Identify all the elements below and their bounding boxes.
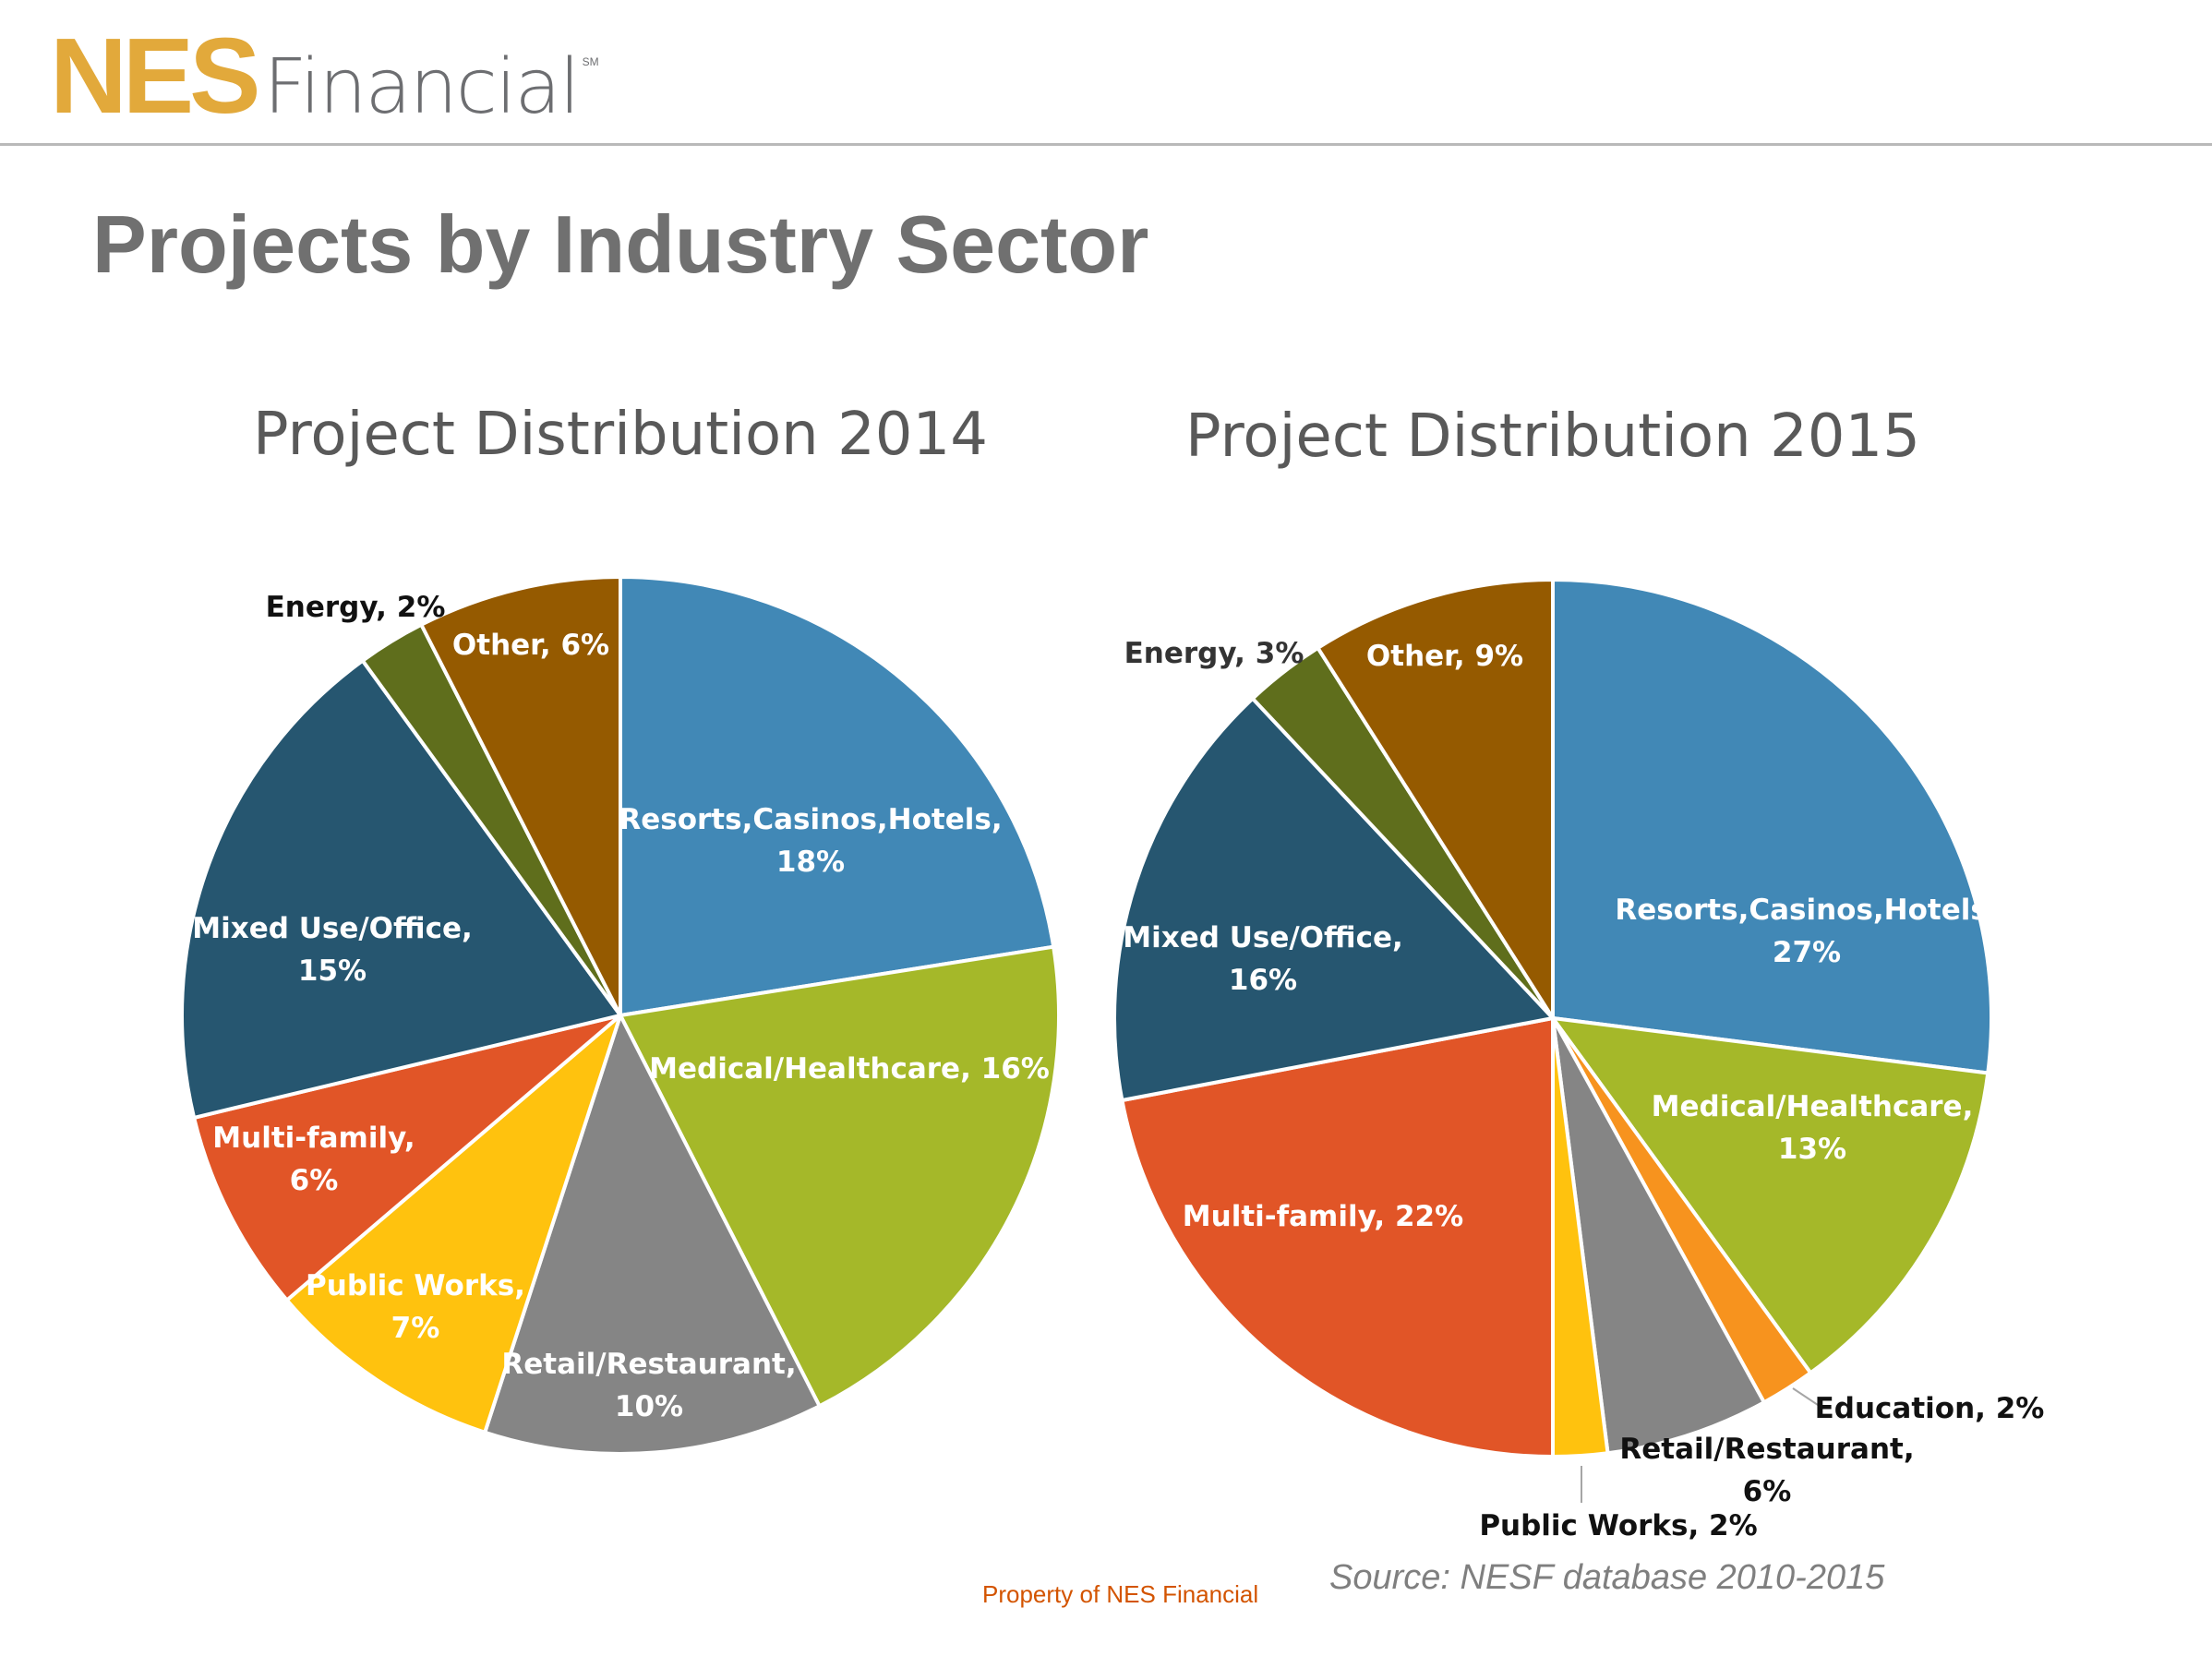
data-label-1-mixed-use-office: Mixed Use/Office, 16% [1123, 921, 1403, 997]
pie-slice-1-multi-family [1120, 1016, 1555, 1458]
header-divider [0, 143, 2212, 146]
data-label-0-medical-healthcare: Medical/Healthcare, 16% [649, 1052, 1050, 1086]
service-mark: SM [582, 55, 599, 68]
data-label-line: Education, 2% [1815, 1392, 2045, 1425]
data-label-line: Resorts,Casinos,Hotels, [1615, 894, 1998, 927]
pie-slice-0-retail-restaurant [483, 1014, 822, 1456]
data-label-line: 7% [391, 1312, 440, 1345]
pie-slice-1-other [1316, 578, 1555, 1020]
footer-source-note: Source: NESF database 2010-2015 [1329, 1558, 1885, 1597]
data-label-line: Retail/Restaurant, [501, 1348, 796, 1381]
data-label-line: 27% [1773, 936, 1841, 969]
data-label-line: 18% [776, 846, 845, 879]
pie-slice-0-multi-family [192, 1014, 622, 1302]
pie-slice-1-medical-healthcare [1551, 1016, 1990, 1375]
data-label-1-energy: Energy, 3% [1124, 637, 1304, 670]
logo-mark: NES [50, 16, 261, 136]
data-label-0-resorts-casinos-hotels: Resorts,Casinos,Hotels, 18% [619, 803, 1002, 879]
data-label-1-retail-restaurant: Retail/Restaurant, 6% [1619, 1433, 1914, 1508]
data-label-0-energy: Energy, 2% [266, 591, 446, 624]
data-label-0-other: Other, 6% [452, 629, 609, 662]
logo-wordmark: Financial [263, 43, 581, 131]
chart-title-2014: Project Distribution 2014 [253, 401, 988, 469]
page-title: Projects by Industry Sector [92, 198, 1149, 290]
data-label-1-resorts-casinos-hotels: Resorts,Casinos,Hotels, 27% [1615, 894, 1998, 969]
nes-financial-logo: NES Financial SM [50, 20, 599, 131]
data-label-line: Public Works, [306, 1269, 525, 1302]
pie-slice-0-medical-healthcare [619, 944, 1061, 1409]
pie-chart-2015: Project Distribution 2015 Resorts,Casino… [1112, 402, 2045, 1542]
data-label-1-public-works: Public Works, 2% [1479, 1509, 1757, 1542]
data-label-line: Other, 6% [452, 629, 609, 662]
data-label-line: Multi-family, [212, 1122, 415, 1155]
data-label-line: 15% [298, 954, 367, 988]
data-label-line: Retail/Restaurant, [1619, 1433, 1914, 1466]
data-label-line: 6% [1743, 1475, 1792, 1508]
data-label-line: 10% [615, 1390, 683, 1423]
data-label-line: Public Works, 2% [1479, 1509, 1757, 1542]
data-label-line: 13% [1778, 1133, 1846, 1166]
data-label-line: Resorts,Casinos,Hotels, [619, 803, 1002, 836]
pie-slice-1-resorts-casinos-hotels [1551, 578, 1993, 1075]
data-label-1-multi-family: Multi-family, 22% [1183, 1200, 1463, 1233]
data-label-line: Mixed Use/Office, [192, 912, 473, 945]
data-label-1-medical-healthcare: Medical/Healthcare, 13% [1652, 1090, 1974, 1166]
pie-slice-1-retail-restaurant [1551, 1016, 1766, 1456]
pie-slice-0-public-works [284, 1014, 622, 1434]
data-label-line: Mixed Use/Office, [1123, 921, 1403, 954]
pie-chart-2014: Project Distribution 2014 Resorts,Casino… [180, 401, 1061, 1456]
data-label-line: Energy, 2% [266, 591, 446, 624]
pie-slice-0-other [419, 575, 622, 1017]
data-label-0-retail-restaurant: Retail/Restaurant, 10% [501, 1348, 796, 1423]
data-label-0-mixed-use-office: Mixed Use/Office, 15% [192, 912, 473, 988]
slices-0 [180, 575, 1061, 1456]
data-label-line: Energy, 3% [1124, 637, 1304, 670]
pie-slice-0-resorts-casinos-hotels [619, 575, 1056, 1017]
data-label-line: Medical/Healthcare, 16% [649, 1052, 1050, 1086]
slices-1 [1112, 578, 1993, 1458]
chart-title-2015: Project Distribution 2015 [1185, 402, 1920, 471]
data-label-line: Other, 9% [1366, 640, 1523, 673]
data-label-line: 6% [290, 1164, 339, 1197]
data-label-1-other: Other, 9% [1366, 640, 1523, 673]
data-label-0-public-works: Public Works, 7% [306, 1269, 525, 1345]
pie-slice-1-mixed-use-office [1112, 696, 1555, 1103]
data-label-line: Medical/Healthcare, [1652, 1090, 1974, 1123]
leader-line-1-2 [1792, 1387, 1824, 1410]
pie-slice-0-mixed-use-office [180, 658, 622, 1120]
data-label-0-multi-family: Multi-family, 6% [212, 1122, 415, 1197]
data-label-line: 16% [1229, 964, 1297, 997]
data-label-line: Multi-family, 22% [1183, 1200, 1463, 1233]
footer-property-note: Property of NES Financial [982, 1580, 1259, 1608]
data-label-1-education: Education, 2% [1815, 1392, 2045, 1425]
